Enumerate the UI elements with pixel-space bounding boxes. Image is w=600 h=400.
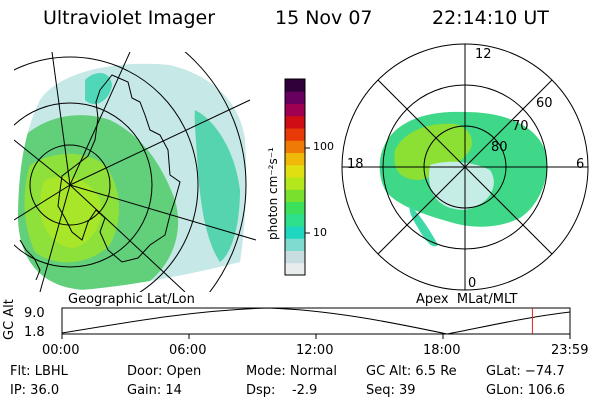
colorbar-segment bbox=[285, 140, 305, 153]
colorbar-segment bbox=[285, 213, 305, 227]
altitude-axis-label: GC Alt bbox=[2, 299, 17, 340]
colorbar-tick-10: 10 bbox=[313, 226, 327, 239]
mode-status: Mode: Normal bbox=[246, 364, 337, 379]
colorbar-segment bbox=[285, 201, 305, 215]
colorbar-segment bbox=[285, 128, 305, 141]
observation-date: 15 Nov 07 bbox=[275, 7, 373, 29]
mlt-label-18: 18 bbox=[347, 157, 364, 172]
colorbar-segment bbox=[285, 250, 305, 264]
geographic-map-caption: Geographic Lat/Lon bbox=[68, 292, 195, 307]
colorbar-segment bbox=[285, 164, 305, 178]
mlt-label-12: 12 bbox=[475, 47, 492, 62]
sequence-status: Seq: 39 bbox=[366, 383, 416, 398]
time-tick-0600: 06:00 bbox=[169, 343, 207, 358]
ip-status: IP: 36.0 bbox=[10, 383, 60, 398]
mlat-label-60: 60 bbox=[536, 96, 553, 111]
altitude-max: 9.0 bbox=[24, 306, 45, 321]
gc-altitude-status: GC Alt: 6.5 Re bbox=[366, 364, 457, 379]
colorbar-unit-label: photon cm⁻²s⁻¹ bbox=[266, 147, 280, 240]
mlt-label-0: 0 bbox=[468, 276, 477, 291]
colorbar-tick-100: 100 bbox=[313, 140, 334, 153]
colorbar-segment bbox=[285, 152, 305, 166]
time-tick-0000: 00:00 bbox=[42, 343, 80, 358]
mlat-label-80: 80 bbox=[491, 140, 508, 155]
magnetic-map-caption: Apex MLat/MLT bbox=[416, 292, 518, 307]
observation-time: 22:14:10 UT bbox=[432, 7, 549, 29]
mlt-label-6: 6 bbox=[576, 157, 585, 172]
time-tick-1200: 12:00 bbox=[296, 343, 334, 358]
gain-status: Gain: 14 bbox=[127, 383, 182, 398]
time-tick-2359: 23:59 bbox=[551, 343, 589, 358]
colorbar-segment bbox=[285, 91, 305, 104]
colorbar-segment bbox=[285, 262, 305, 276]
altitude-min: 1.8 bbox=[24, 325, 45, 340]
time-tick-1800: 18:00 bbox=[423, 343, 461, 358]
colorbar-segment bbox=[285, 226, 305, 239]
instrument-title: Ultraviolet Imager bbox=[43, 7, 216, 29]
colorbar-segment bbox=[285, 103, 305, 117]
geo-latitude-status: GLat: −74.7 bbox=[486, 364, 565, 379]
mlat-label-70: 70 bbox=[512, 119, 529, 134]
dsp-status: Dsp: -2.9 bbox=[246, 383, 318, 398]
colorbar-segment bbox=[285, 238, 305, 251]
door-status: Door: Open bbox=[127, 364, 202, 379]
colorbar-segment bbox=[285, 189, 305, 202]
colorbar-segment bbox=[285, 115, 305, 129]
colorbar-segment bbox=[285, 177, 305, 190]
geo-longitude-status: GLon: 106.6 bbox=[486, 383, 566, 398]
filter-status: Flt: LBHL bbox=[10, 364, 68, 379]
colorbar-segment bbox=[285, 79, 305, 92]
